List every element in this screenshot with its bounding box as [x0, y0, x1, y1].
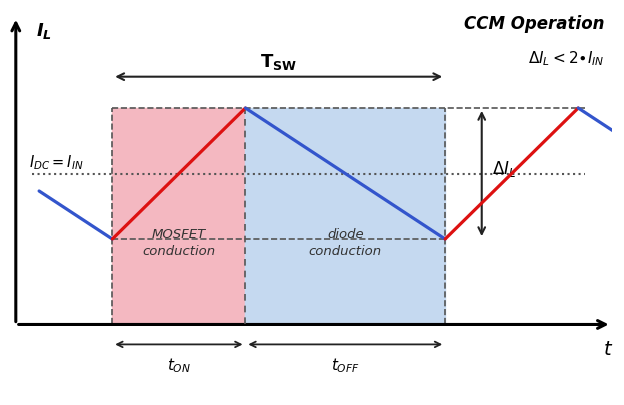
Text: MOSFET
conduction: MOSFET conduction — [142, 228, 215, 258]
Text: $\mathbf{T_{SW}}$: $\mathbf{T_{SW}}$ — [260, 52, 297, 72]
Text: $t_{ON}$: $t_{ON}$ — [167, 356, 191, 375]
Text: $t_{OFF}$: $t_{OFF}$ — [331, 356, 359, 375]
Text: CCM Operation: CCM Operation — [464, 15, 605, 33]
Text: $\Delta I_L < 2{\bullet}I_{IN}$: $\Delta I_L < 2{\bullet}I_{IN}$ — [529, 49, 605, 68]
Text: $t$: $t$ — [603, 339, 613, 358]
Text: diode
conduction: diode conduction — [309, 228, 382, 258]
Text: $\bfit{I_L}$: $\bfit{I_L}$ — [36, 21, 52, 40]
Text: $I_{DC} = I_{IN}$: $I_{DC} = I_{IN}$ — [29, 153, 84, 171]
Text: $\Delta I_L$: $\Delta I_L$ — [492, 158, 516, 178]
